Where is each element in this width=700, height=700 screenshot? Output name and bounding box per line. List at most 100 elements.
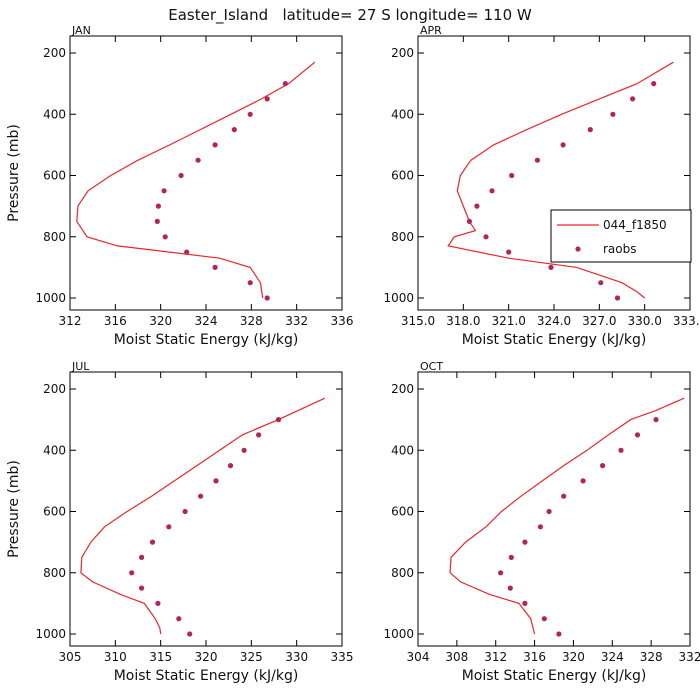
x-tick-label: 321.0 — [491, 314, 525, 328]
y-tick-label: 200 — [391, 382, 414, 396]
panel-label: OCT — [420, 360, 443, 373]
y-tick-label: 800 — [43, 230, 66, 244]
data-point-raobs — [498, 570, 504, 576]
data-point-raobs — [247, 280, 253, 286]
data-point-raobs — [162, 234, 168, 240]
data-point-raobs — [634, 432, 641, 438]
data-point-raobs — [546, 508, 552, 515]
data-point-raobs — [537, 524, 544, 530]
x-tick-label: 304 — [407, 650, 430, 664]
data-point-raobs — [264, 295, 270, 301]
y-tick-label: 1000 — [35, 291, 66, 305]
x-tick-label: 305 — [59, 650, 82, 664]
data-point-raobs — [155, 600, 161, 607]
data-point-raobs — [198, 493, 204, 499]
data-point-raobs — [508, 554, 514, 561]
x-axis-label: Moist Static Energy (kJ/kg) — [114, 332, 299, 348]
data-point-raobs — [184, 249, 190, 255]
y-tick-label: 800 — [391, 230, 414, 244]
data-point-raobs — [212, 142, 218, 148]
data-point-raobs — [227, 463, 234, 469]
x-tick-label: 315.0 — [401, 314, 435, 328]
data-point-raobs — [176, 616, 182, 622]
data-point-raobs — [541, 616, 547, 622]
data-point-raobs — [466, 218, 472, 224]
x-tick-label: 330 — [285, 650, 308, 664]
plot-frame — [69, 371, 343, 647]
x-tick-label: 312 — [59, 314, 82, 328]
data-point-raobs — [213, 478, 219, 484]
data-point-raobs — [580, 478, 586, 484]
data-point-raobs — [651, 81, 657, 87]
y-tick-label: 400 — [43, 443, 66, 457]
data-point-raobs — [483, 234, 489, 240]
data-point-raobs — [618, 447, 624, 453]
x-tick-label: 320 — [149, 314, 172, 328]
y-tick-label: 800 — [391, 566, 414, 580]
data-point-raobs — [182, 508, 188, 515]
data-point-raobs — [256, 432, 262, 438]
panel-label: APR — [420, 24, 442, 37]
y-tick-label: 400 — [391, 443, 414, 457]
data-point-raobs — [610, 111, 616, 117]
data-point-raobs — [630, 96, 636, 102]
series-line-044_f1850 — [76, 61, 316, 299]
data-point-raobs — [178, 172, 184, 179]
data-point-raobs — [507, 585, 513, 591]
data-point-raobs — [275, 417, 282, 423]
data-point-raobs — [282, 81, 288, 87]
data-point-raobs — [600, 463, 606, 469]
x-tick-label: 325 — [240, 650, 263, 664]
data-point-raobs — [614, 295, 621, 301]
x-tick-label: 324 — [601, 650, 624, 664]
data-point-raobs — [534, 157, 541, 163]
y-tick-label: 800 — [43, 566, 66, 580]
x-tick-label: 332 — [285, 314, 308, 328]
plot-frame — [69, 35, 343, 311]
y-tick-label: 200 — [43, 382, 66, 396]
x-tick-label: 336 — [331, 314, 354, 328]
panel-jul: JUL 305 310 315 320 325 330 335 200 400 600 800 1000… — [6, 360, 353, 684]
x-tick-label: 330.0 — [627, 314, 661, 328]
y-tick-label: 200 — [43, 46, 66, 60]
data-point-raobs — [154, 218, 160, 224]
x-tick-label: 312 — [484, 650, 507, 664]
data-point-raobs — [653, 417, 659, 423]
x-tick-label: 320 — [195, 650, 218, 664]
panel-jan: JAN 312 316 320 324 328 332 336 200 400 600 800 1000… — [6, 24, 353, 348]
legend-swatch-marker — [575, 246, 581, 252]
plot-frame — [417, 371, 691, 647]
y-tick-label: 400 — [391, 107, 414, 121]
series-line-044_f1850 — [447, 61, 674, 299]
y-tick-label: 200 — [391, 46, 414, 60]
y-tick-label: 400 — [43, 107, 66, 121]
data-point-raobs — [139, 554, 145, 561]
data-point-raobs — [187, 631, 193, 637]
y-tick-label: 1000 — [35, 627, 66, 641]
panels: JAN 312 316 320 324 328 332 336 200 400 600 800 1000… — [6, 24, 700, 684]
panel-label: JUL — [71, 360, 90, 373]
x-tick-label: 308 — [445, 650, 468, 664]
data-point-raobs — [129, 570, 135, 576]
data-point-raobs — [522, 600, 528, 607]
x-tick-label: 327.0 — [582, 314, 616, 328]
x-axis-label: Moist Static Energy (kJ/kg) — [114, 668, 299, 684]
data-point-raobs — [556, 631, 562, 637]
x-tick-label: 332 — [679, 650, 700, 664]
data-point-raobs — [509, 172, 515, 179]
panel-apr: APR 315.0 318.0 321.0 324.0 327.0 330.0 333.0 20… — [383, 24, 700, 348]
data-point-raobs — [587, 127, 593, 133]
data-point-raobs — [195, 157, 201, 163]
data-point-raobs — [155, 203, 161, 209]
y-tick-label: 1000 — [383, 627, 414, 641]
data-point-raobs — [264, 96, 270, 102]
data-point-raobs — [139, 585, 145, 591]
legend-label: 044_f1850 — [603, 218, 667, 232]
y-axis-label: Pressure (mb) — [6, 460, 22, 558]
series-line-044_f1850 — [80, 397, 326, 635]
data-point-raobs — [231, 127, 237, 133]
y-tick-label: 1000 — [383, 291, 414, 305]
legend-label: raobs — [603, 242, 637, 256]
data-point-raobs — [548, 264, 554, 270]
